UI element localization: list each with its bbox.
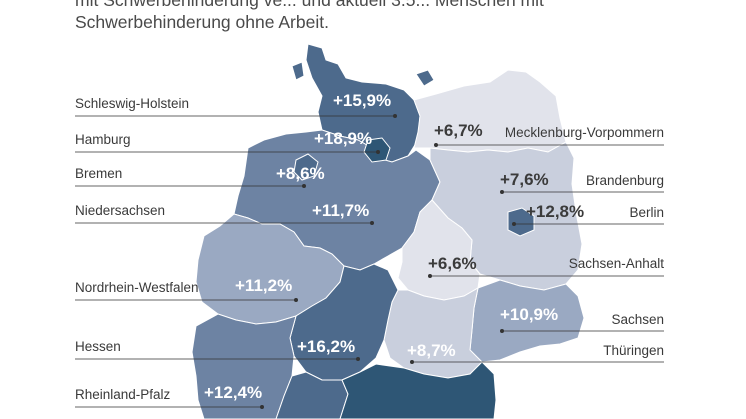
leader-dot-hessen [356,357,360,361]
value-schleswig-holstein: +15,9% [333,91,392,110]
value-rheinland-pfalz: +12,4% [204,383,263,402]
region-schleswig-holstein-island [291,61,305,81]
label-brandenburg: Brandenburg [585,173,664,188]
intro-line-1: mit Schwerbehinderung ve... und aktuell … [75,0,544,10]
label-sachsen-anhalt: Sachsen-Anhalt [568,256,664,271]
leader-dot-sachsen-anhalt [428,274,432,278]
leader-dot-thueringen [410,360,414,364]
leader-dot-bremen [302,184,306,188]
label-thueringen: Thüringen [603,343,664,358]
leader-dot-mecklenburg-vorpommern [434,143,438,147]
value-mecklenburg-vorpommern: +6,7% [434,121,483,140]
value-sachsen-anhalt: +6,6% [428,254,477,273]
value-hamburg: +18,9% [314,129,373,148]
value-niedersachsen: +11,7% [312,201,370,220]
leader-dot-niedersachsen [370,221,374,225]
label-mecklenburg-vorpommern: Mecklenburg-Vorpommern [504,125,664,140]
value-thueringen: +8,7% [407,341,456,360]
value-sachsen: +10,9% [500,305,559,324]
leader-dot-berlin [512,222,516,226]
value-bremen: +8,6% [276,164,325,183]
leader-dot-sachsen [500,329,504,333]
region-schleswig-holstein-island [415,69,435,87]
region-thueringen [383,287,483,379]
value-brandenburg: +7,6% [500,170,549,189]
leader-dot-hamburg [376,150,380,154]
label-hessen: Hessen [75,339,121,354]
intro-line-2: Schwerbehinderung ohne Arbeit. [75,12,329,32]
value-berlin: +12,8% [526,202,585,221]
label-rheinland-pfalz: Rheinland-Pfalz [75,387,171,402]
leader-dot-rheinland-pfalz [260,405,264,409]
label-schleswig-holstein: Schleswig-Holstein [75,96,190,111]
intro-text: mit Schwerbehinderung ve... und aktuell … [75,0,675,33]
label-niedersachsen: Niedersachsen [75,203,166,218]
leader-dot-brandenburg [500,190,504,194]
label-hamburg: Hamburg [75,132,131,147]
region-rheinland-pfalz [191,313,297,419]
leader-dot-schleswig-holstein [393,114,397,118]
leader-dot-nordrhein-westfalen [294,298,298,302]
region-bayern [339,361,497,419]
label-sachsen: Sachsen [611,312,664,327]
value-nordrhein-westfalen: +11,2% [235,276,293,295]
label-bremen: Bremen [75,166,123,181]
value-hessen: +16,2% [297,337,356,356]
region-bremen [293,153,319,181]
label-nordrhein-westfalen: Nordrhein-Westfalen [75,280,199,295]
leader-lines [75,114,664,409]
region-berlin [507,207,535,237]
label-berlin: Berlin [629,205,664,220]
